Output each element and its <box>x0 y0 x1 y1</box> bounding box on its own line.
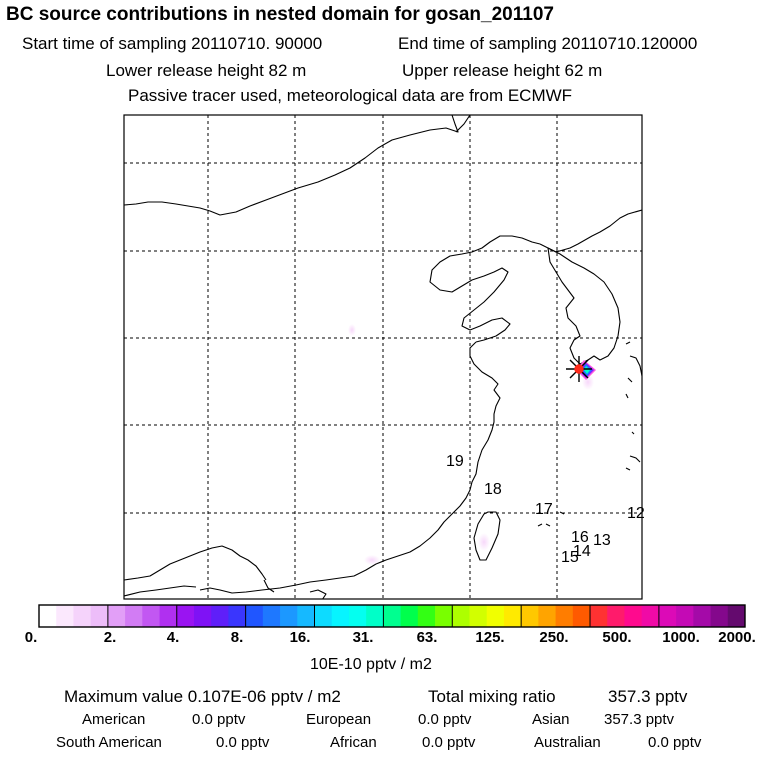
region-value: 0.0 pptv <box>422 734 476 751</box>
upper-release-text: Upper release height 62 m <box>402 61 603 80</box>
map-frame <box>123 114 643 600</box>
colorbar-segment <box>348 605 367 627</box>
colorbar-segment <box>555 605 574 627</box>
region-name: South American <box>56 734 162 751</box>
colorbar-segment <box>39 605 57 627</box>
colorbar-segment <box>435 605 453 627</box>
colorbar-segment <box>503 605 522 627</box>
colorbar-segment <box>193 605 212 627</box>
colorbar-segment <box>710 605 729 627</box>
colorbar-tick-label: 1000. <box>662 629 700 646</box>
map-gridlines <box>124 115 642 599</box>
coastlines <box>124 115 642 599</box>
colorbar-frame <box>38 604 746 628</box>
region-value: 0.0 pptv <box>216 734 270 751</box>
map-label-18: 18 <box>484 481 502 498</box>
tracer-info-text: Passive tracer used, meteorological data… <box>128 86 573 105</box>
colorbar-segment <box>280 605 298 627</box>
colorbar-tick-label: 500. <box>602 629 632 646</box>
map-label-19: 19 <box>446 453 464 470</box>
colorbar-segment <box>572 605 591 627</box>
colorbar-segment <box>90 605 109 627</box>
colorbar-tick-label: 2. <box>103 629 117 646</box>
colorbar-segment <box>245 605 264 627</box>
map-label-15: 15 <box>561 549 579 566</box>
colorbar-segment <box>383 605 402 627</box>
colorbar-tick-label: 2000. <box>718 629 756 646</box>
map-label-14: 14 <box>573 543 591 560</box>
colorbar-segment <box>400 605 419 627</box>
colorbar-segment <box>469 605 488 627</box>
colorbar-segment <box>590 605 608 627</box>
colorbar-segment <box>228 605 247 627</box>
colorbar-segment <box>262 605 281 627</box>
region-name: American <box>82 711 146 728</box>
colorbar-segment <box>538 605 556 627</box>
map-label-12: 12 <box>627 505 645 522</box>
colorbar-segment <box>676 605 694 627</box>
colorbar-tick-label: 63. <box>416 629 438 646</box>
region-value: 0.0 pptv <box>418 711 472 728</box>
colorbar-tick-label: 4. <box>166 629 180 646</box>
colorbar-segment <box>176 605 195 627</box>
colorbar-tick-label: 0. <box>24 629 38 646</box>
start-time-text: Start time of sampling 20110710. 90000 <box>22 34 323 53</box>
colorbar-segment <box>658 605 677 627</box>
plume-patches <box>348 324 594 565</box>
region-value: 357.3 pptv <box>604 711 675 728</box>
colorbar <box>38 604 746 628</box>
colorbar-tick-label: 250. <box>539 629 569 646</box>
colorbar-tick-label: 8. <box>230 629 244 646</box>
figure-title: BC source contributions in nested domain… <box>6 4 554 25</box>
colorbar-segment <box>211 605 229 627</box>
colorbar-segment <box>486 605 505 627</box>
max-value-text: Maximum value 0.107E-06 pptv / m2 <box>64 687 341 706</box>
colorbar-segment <box>125 605 143 627</box>
colorbar-segment <box>297 605 315 627</box>
map-label-13: 13 <box>593 532 611 549</box>
colorbar-segment <box>314 605 333 627</box>
region-name: Asian <box>532 711 570 728</box>
star-marker <box>566 356 592 382</box>
colorbar-segment <box>107 605 126 627</box>
region-name: Australian <box>534 734 601 751</box>
colorbar-segment <box>142 605 160 627</box>
map-label-16: 16 <box>571 529 589 546</box>
colorbar-segment <box>607 605 625 627</box>
colorbar-segment <box>73 605 92 627</box>
colorbar-segment <box>417 605 436 627</box>
colorbar-segment <box>727 605 746 627</box>
colorbar-segment <box>641 605 660 627</box>
colorbar-tick-label: 16. <box>289 629 311 646</box>
colorbar-segment <box>159 605 178 627</box>
colorbar-tick-label: 31. <box>352 629 374 646</box>
region-value: 0.0 pptv <box>192 711 246 728</box>
total-mixing-label: Total mixing ratio <box>428 687 556 706</box>
colorbar-units: 10E-10 pptv / m2 <box>310 656 432 673</box>
map-label-17: 17 <box>535 501 553 518</box>
total-mixing-value: 357.3 pptv <box>608 687 688 706</box>
lower-release-text: Lower release height 82 m <box>106 61 307 80</box>
region-name: European <box>306 711 372 728</box>
region-name: African <box>330 734 377 751</box>
colorbar-segment <box>366 605 384 627</box>
colorbar-segment <box>452 605 470 627</box>
region-value: 0.0 pptv <box>648 734 702 751</box>
colorbar-segment <box>624 605 643 627</box>
colorbar-segment <box>331 605 350 627</box>
colorbar-tick-label: 125. <box>475 629 505 646</box>
colorbar-segment <box>521 605 539 627</box>
colorbar-segment <box>693 605 711 627</box>
map-figure: 19 18 17 16 15 14 13 12 <box>123 114 645 600</box>
end-time-text: End time of sampling 20110710.120000 <box>398 34 698 53</box>
colorbar-segment <box>56 605 74 627</box>
